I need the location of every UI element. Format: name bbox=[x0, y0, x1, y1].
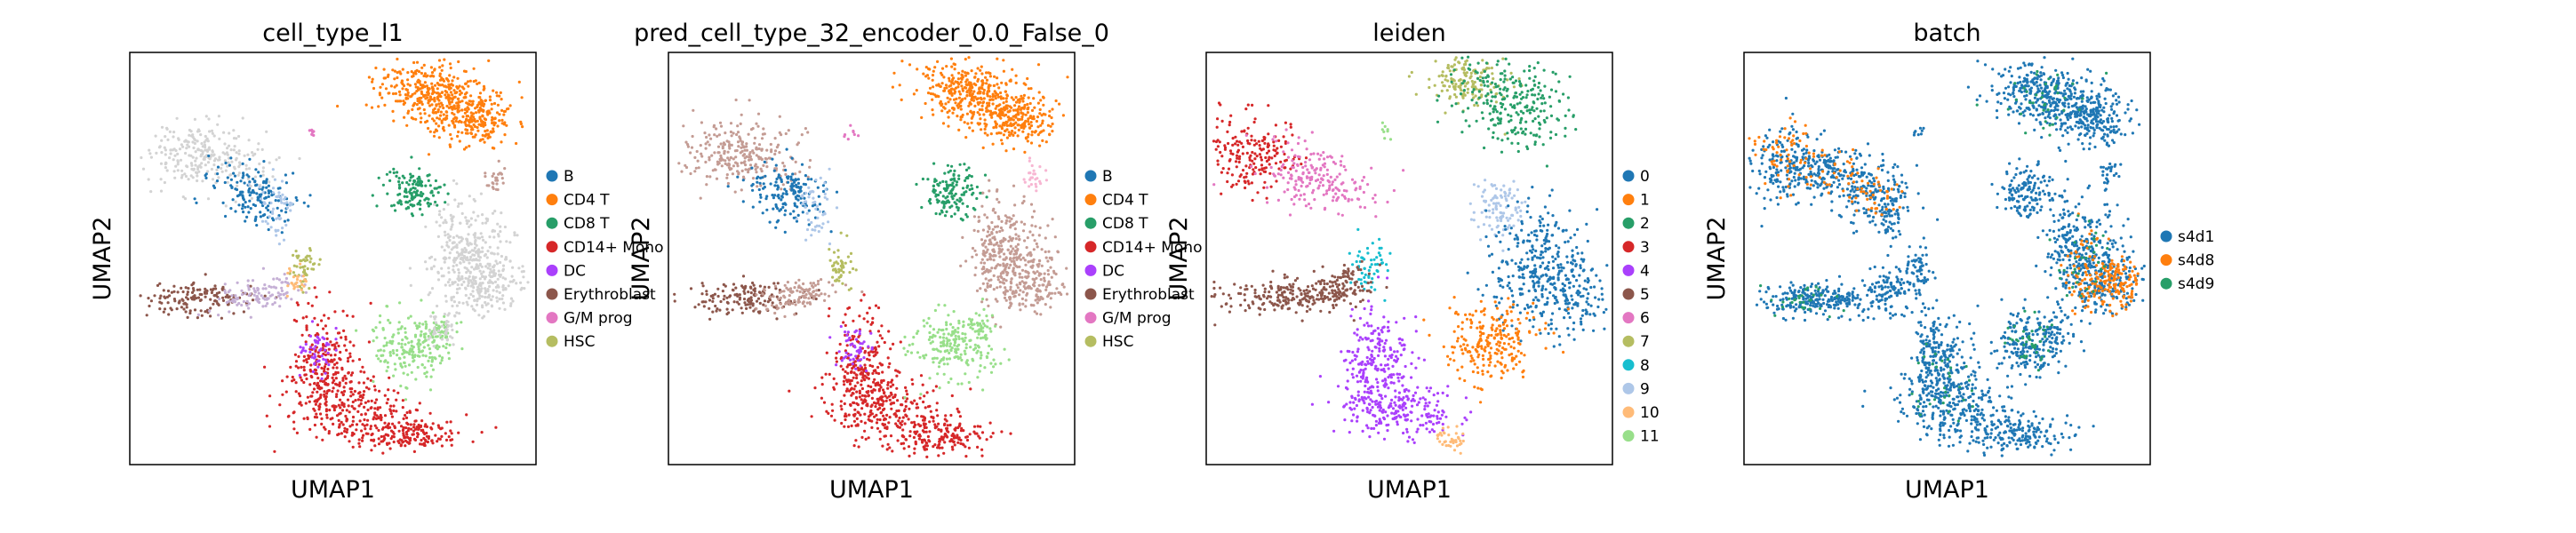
legend-marker bbox=[1084, 335, 1097, 347]
legend-marker bbox=[546, 335, 558, 347]
legend-label: 1 bbox=[1640, 192, 1650, 210]
x-axis-label: UMAP1 bbox=[1367, 476, 1452, 504]
legend-label: CD4 T bbox=[564, 192, 610, 210]
legend-label: 7 bbox=[1640, 333, 1650, 351]
scatter-panel-2: pred_cell_type_32_encoder_0.0_False_0 UMA… bbox=[628, 20, 1202, 504]
legend-label: CD8 T bbox=[564, 215, 610, 233]
legend-label: s4d9 bbox=[2178, 275, 2214, 293]
panel-title: cell_type_l1 bbox=[262, 20, 403, 47]
legend-marker bbox=[1084, 217, 1097, 229]
y-axis-label: UMAP2 bbox=[628, 217, 655, 301]
scatter-points bbox=[1748, 56, 2146, 457]
legend-marker bbox=[1622, 406, 1635, 418]
scatter-points bbox=[139, 57, 530, 455]
legend-marker bbox=[1622, 312, 1635, 324]
legend: B CD4 T CD8 T CD14+ Mono DC Erythroblast G/M p… bbox=[546, 168, 663, 351]
legend-label: CD14+ Mono bbox=[1102, 239, 1202, 257]
x-axis-label: UMAP1 bbox=[291, 476, 375, 504]
legend-marker bbox=[1084, 170, 1097, 182]
scatter-panel-3: leiden UMAP1 UMAP2 0 1 2 3 4 5 6 7 8 9 10 11 bbox=[1165, 20, 1660, 504]
axes-frame bbox=[1205, 52, 1613, 465]
panel-title: batch bbox=[1913, 20, 1980, 47]
legend-marker bbox=[546, 312, 558, 324]
legend-label: 4 bbox=[1640, 262, 1650, 280]
legend-marker bbox=[546, 170, 558, 182]
legend-label: s4d8 bbox=[2178, 252, 2214, 270]
axes-frame bbox=[668, 52, 1076, 465]
legend-label: s4d1 bbox=[2178, 228, 2214, 246]
legend-label: HSC bbox=[564, 333, 595, 351]
legend-marker bbox=[2160, 230, 2172, 243]
x-axis-label: UMAP1 bbox=[829, 476, 914, 504]
legend-marker bbox=[1622, 170, 1635, 182]
legend-marker bbox=[1084, 312, 1097, 324]
legend-label: CD8 T bbox=[1102, 215, 1148, 233]
legend-label: CD14+ Mono bbox=[564, 239, 663, 257]
legend-label: 6 bbox=[1640, 310, 1650, 328]
legend-marker bbox=[1084, 194, 1097, 206]
legend-marker bbox=[546, 194, 558, 206]
legend-marker bbox=[1622, 288, 1635, 300]
axes-frame bbox=[129, 52, 537, 465]
legend-marker bbox=[1622, 264, 1635, 276]
legend-label: 8 bbox=[1640, 357, 1650, 375]
legend-label: CD4 T bbox=[1102, 192, 1148, 210]
legend-marker bbox=[1622, 430, 1635, 442]
legend-marker bbox=[546, 264, 558, 276]
legend-label: DC bbox=[1102, 262, 1124, 280]
legend-label: Erythroblast bbox=[564, 286, 656, 304]
legend-marker bbox=[546, 241, 558, 253]
scatter-points bbox=[673, 56, 1069, 459]
legend-label: 0 bbox=[1640, 168, 1650, 186]
scatter-points bbox=[1210, 55, 1609, 455]
legend-label: 10 bbox=[1640, 404, 1660, 422]
legend-marker bbox=[1084, 288, 1097, 300]
y-axis-label: UMAP2 bbox=[89, 217, 116, 301]
legend-marker bbox=[2160, 254, 2172, 266]
legend-marker bbox=[1622, 335, 1635, 347]
legend-label: 11 bbox=[1640, 428, 1660, 446]
legend-label: B bbox=[564, 168, 574, 186]
legend-label: 5 bbox=[1640, 286, 1650, 304]
scatter-panel-4: batch UMAP1 UMAP2 s4d1 s4d8 s4d9 bbox=[1703, 20, 2214, 504]
legend: s4d1 s4d8 s4d9 bbox=[2160, 228, 2214, 293]
legend-marker bbox=[1084, 241, 1097, 253]
legend-label: G/M prog bbox=[1102, 310, 1172, 328]
legend-label: 2 bbox=[1640, 215, 1650, 233]
legend-label: B bbox=[1102, 168, 1113, 186]
legend-marker bbox=[1622, 359, 1635, 371]
panel-title: pred_cell_type_32_encoder_0.0_False_0 bbox=[634, 20, 1109, 47]
x-axis-label: UMAP1 bbox=[1905, 476, 1989, 504]
legend-label: Erythroblast bbox=[1102, 286, 1195, 304]
y-axis-label: UMAP2 bbox=[1703, 217, 1731, 301]
legend-marker bbox=[546, 288, 558, 300]
legend-label: HSC bbox=[1102, 333, 1133, 351]
legend-marker bbox=[546, 217, 558, 229]
legend-marker bbox=[1084, 264, 1097, 276]
legend-label: DC bbox=[564, 262, 586, 280]
y-axis-label: UMAP2 bbox=[1165, 217, 1193, 301]
scatter-panel-1: cell_type_l1 UMAP1 UMAP2 B CD4 T CD8 T CD14+ M… bbox=[89, 20, 663, 504]
legend: 0 1 2 3 4 5 6 7 8 9 10 11 bbox=[1622, 168, 1660, 446]
axes-frame bbox=[1743, 52, 2151, 465]
legend: B CD4 T CD8 T CD14+ Mono DC Erythroblast G/M p… bbox=[1084, 168, 1202, 351]
legend-marker bbox=[2160, 277, 2172, 290]
legend-label: 9 bbox=[1640, 380, 1650, 398]
legend-label: 3 bbox=[1640, 239, 1650, 257]
legend-marker bbox=[1622, 241, 1635, 253]
legend-marker bbox=[1622, 217, 1635, 229]
legend-marker bbox=[1622, 194, 1635, 206]
panel-title: leiden bbox=[1372, 20, 1445, 47]
legend-label: G/M prog bbox=[564, 310, 633, 328]
legend-marker bbox=[1622, 382, 1635, 394]
